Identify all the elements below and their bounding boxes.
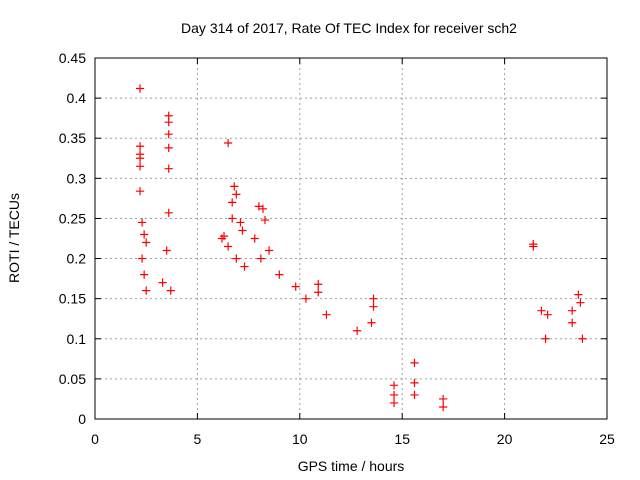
plot-frame (94, 57, 608, 420)
data-point (275, 270, 284, 279)
data-point (576, 298, 585, 307)
data-point (238, 226, 247, 235)
x-tick-label: 10 (292, 431, 308, 447)
chart-title: Day 314 of 2017, Rate Of TEC Index for r… (181, 20, 517, 36)
data-point (140, 230, 149, 239)
data-point (135, 142, 145, 151)
x-tick-label: 5 (194, 431, 202, 447)
axis-ticks: 0 0.05 0.1 0.15 0.2 0.25 0.3 0.35 0.4 0.45 0 5 10 15 2… (59, 50, 615, 447)
data-point (256, 254, 265, 263)
data-point (164, 208, 173, 217)
y-tick-label: 0.2 (67, 251, 87, 267)
y-tick-label: 0.15 (59, 291, 86, 307)
data-point (264, 246, 274, 255)
y-tick-label: 0.35 (59, 130, 86, 146)
data-point (138, 254, 147, 263)
data-point (410, 378, 419, 387)
data-point (228, 214, 237, 223)
data-point (367, 318, 376, 327)
data-point (230, 182, 239, 191)
data-point (228, 198, 237, 207)
data-point (250, 234, 259, 243)
data-point (369, 294, 378, 303)
y-tick-label: 0.05 (59, 371, 86, 387)
data-points (135, 84, 587, 412)
data-point (224, 242, 233, 251)
y-tick-label: 0.4 (67, 90, 87, 106)
gridlines (95, 58, 607, 419)
data-point (439, 402, 448, 412)
data-point (162, 246, 171, 255)
data-point (232, 190, 241, 199)
data-point (578, 334, 587, 343)
data-point (135, 84, 145, 93)
data-point (529, 242, 538, 251)
data-point (135, 162, 145, 171)
x-tick-label: 0 (91, 431, 99, 447)
x-tick-label: 20 (497, 431, 513, 447)
x-tick-label: 25 (599, 431, 615, 447)
y-axis-label: ROTI / TECUs (6, 193, 22, 283)
data-point (568, 318, 577, 327)
data-point (537, 306, 546, 315)
data-point (389, 390, 399, 400)
data-point (314, 280, 323, 289)
data-point (439, 394, 448, 404)
x-axis-label: GPS time / hours (298, 458, 405, 474)
data-point (166, 286, 175, 295)
data-point (224, 138, 233, 148)
data-point (369, 302, 378, 311)
y-tick-label: 0.1 (67, 331, 87, 347)
data-point (164, 118, 173, 127)
data-point (258, 204, 268, 213)
data-point (217, 234, 227, 243)
data-point (314, 288, 323, 297)
data-point (568, 306, 577, 315)
data-point (389, 381, 399, 390)
data-point (410, 358, 419, 367)
data-point (232, 254, 241, 263)
data-point (164, 130, 173, 139)
data-point (301, 294, 311, 303)
data-point (236, 218, 245, 227)
data-point (322, 310, 331, 319)
data-point (541, 334, 550, 343)
data-point (138, 218, 147, 227)
data-point (164, 143, 173, 152)
data-point (158, 278, 167, 287)
y-tick-label: 0.3 (67, 170, 87, 186)
data-point (389, 398, 399, 408)
data-point (164, 164, 173, 173)
data-point (543, 310, 552, 319)
data-point (140, 270, 149, 279)
data-point (240, 262, 249, 271)
data-point (135, 154, 145, 163)
data-point (135, 187, 145, 196)
data-point (410, 390, 419, 400)
y-tick-label: 0 (78, 411, 86, 427)
y-tick-label: 0.25 (59, 210, 86, 226)
data-point (142, 286, 151, 295)
data-point (574, 290, 583, 299)
data-point (291, 282, 300, 291)
data-point (353, 326, 362, 335)
x-tick-label: 15 (394, 431, 410, 447)
data-point (260, 215, 270, 225)
y-tick-label: 0.45 (59, 50, 86, 66)
data-point (142, 238, 151, 247)
